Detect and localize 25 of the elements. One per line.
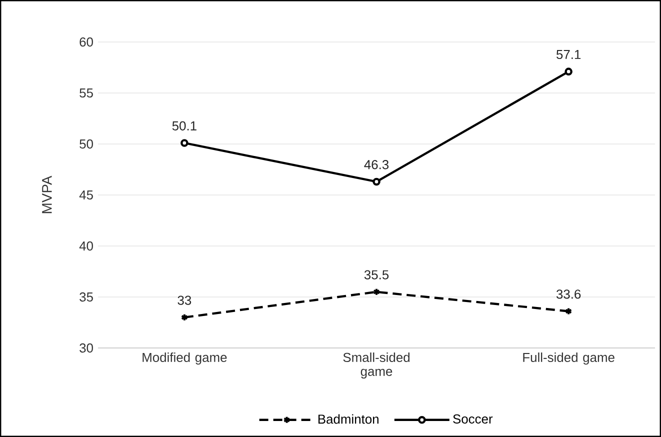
legend-label: Badminton (318, 414, 378, 424)
data-label: 33.6 (556, 290, 581, 299)
point (564, 68, 572, 76)
data-label: 33 (178, 296, 192, 305)
x-tick-label: Modified game (142, 352, 227, 365)
point (372, 288, 380, 296)
data-label: 35.5 (364, 270, 389, 280)
data-label: 50.1 (172, 121, 196, 130)
data-label: 46.3 (364, 160, 389, 170)
x-tick-label: Small-sided game (343, 352, 410, 379)
legend-label: Soccer (453, 414, 493, 424)
y-tick-label: 60 (80, 37, 93, 47)
y-tick-label: 30 (80, 343, 93, 353)
y-tick-label: 55 (80, 88, 93, 98)
y-tick-label: 35 (80, 292, 93, 302)
x-tick-label: Full-sided game (523, 352, 614, 365)
point (180, 313, 188, 322)
y-tick-label: 50 (80, 139, 93, 149)
point (564, 307, 572, 316)
y-axis-title: MVPA (42, 176, 52, 214)
data-label: 57.1 (556, 50, 581, 60)
y-tick-label: 40 (79, 241, 93, 251)
y-tick-label: 45 (79, 190, 93, 200)
point (372, 178, 380, 186)
point (180, 139, 188, 147)
